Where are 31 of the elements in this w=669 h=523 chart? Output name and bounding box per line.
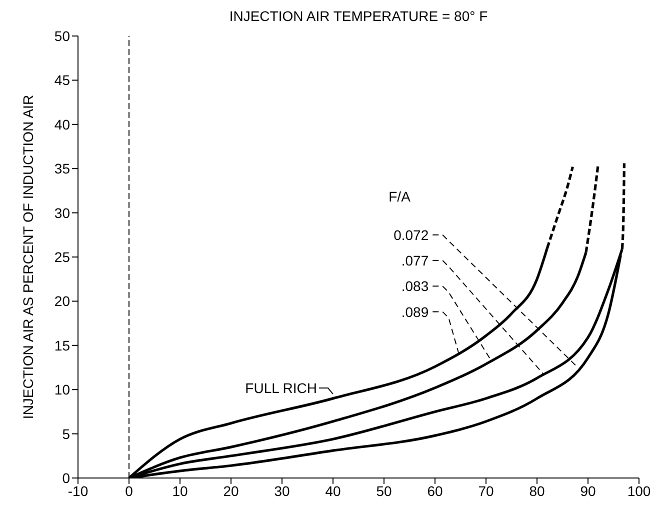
y-tick-label: 35 <box>54 160 70 177</box>
y-tick-label: 30 <box>54 204 70 221</box>
x-tick-label: 40 <box>325 482 341 499</box>
x-tick-label: 80 <box>529 482 545 499</box>
x-tick-label: -10 <box>68 482 88 499</box>
annotation: .077 <box>401 252 429 269</box>
y-tick-label: 20 <box>54 293 70 310</box>
y-axis-title: INJECTION AIR AS PERCENT OF INDUCTION AIR <box>20 94 36 420</box>
chart-title: INJECTION AIR TEMPERATURE = 80° F <box>228 8 489 24</box>
annotation: .083 <box>401 278 429 294</box>
y-tick-label: 50 <box>54 28 70 44</box>
y-tick-label: 45 <box>54 72 70 88</box>
x-tick-label: 60 <box>427 482 443 499</box>
x-tick-label: 20 <box>223 482 239 499</box>
y-tick-label: 10 <box>54 382 70 398</box>
annotation: F/A <box>388 188 412 204</box>
y-tick-label: 0 <box>62 470 70 486</box>
x-tick-label: 50 <box>376 482 392 499</box>
y-tick-label: 25 <box>54 248 70 265</box>
annotation: FULL RICH <box>245 380 317 396</box>
x-tick-label: 70 <box>478 482 494 499</box>
x-tick-label: 90 <box>580 482 596 499</box>
x-tick-label: 10 <box>172 482 188 499</box>
y-tick-label: 5 <box>62 426 70 442</box>
x-tick-label: 0 <box>125 482 134 499</box>
annotation: 0.072 <box>394 226 429 243</box>
x-tick-label: 100 <box>627 482 651 499</box>
y-tick-label: 15 <box>54 337 70 354</box>
y-tick-label: 40 <box>54 116 70 132</box>
annotation: .089 <box>401 304 429 320</box>
x-tick-label: 30 <box>274 482 290 499</box>
